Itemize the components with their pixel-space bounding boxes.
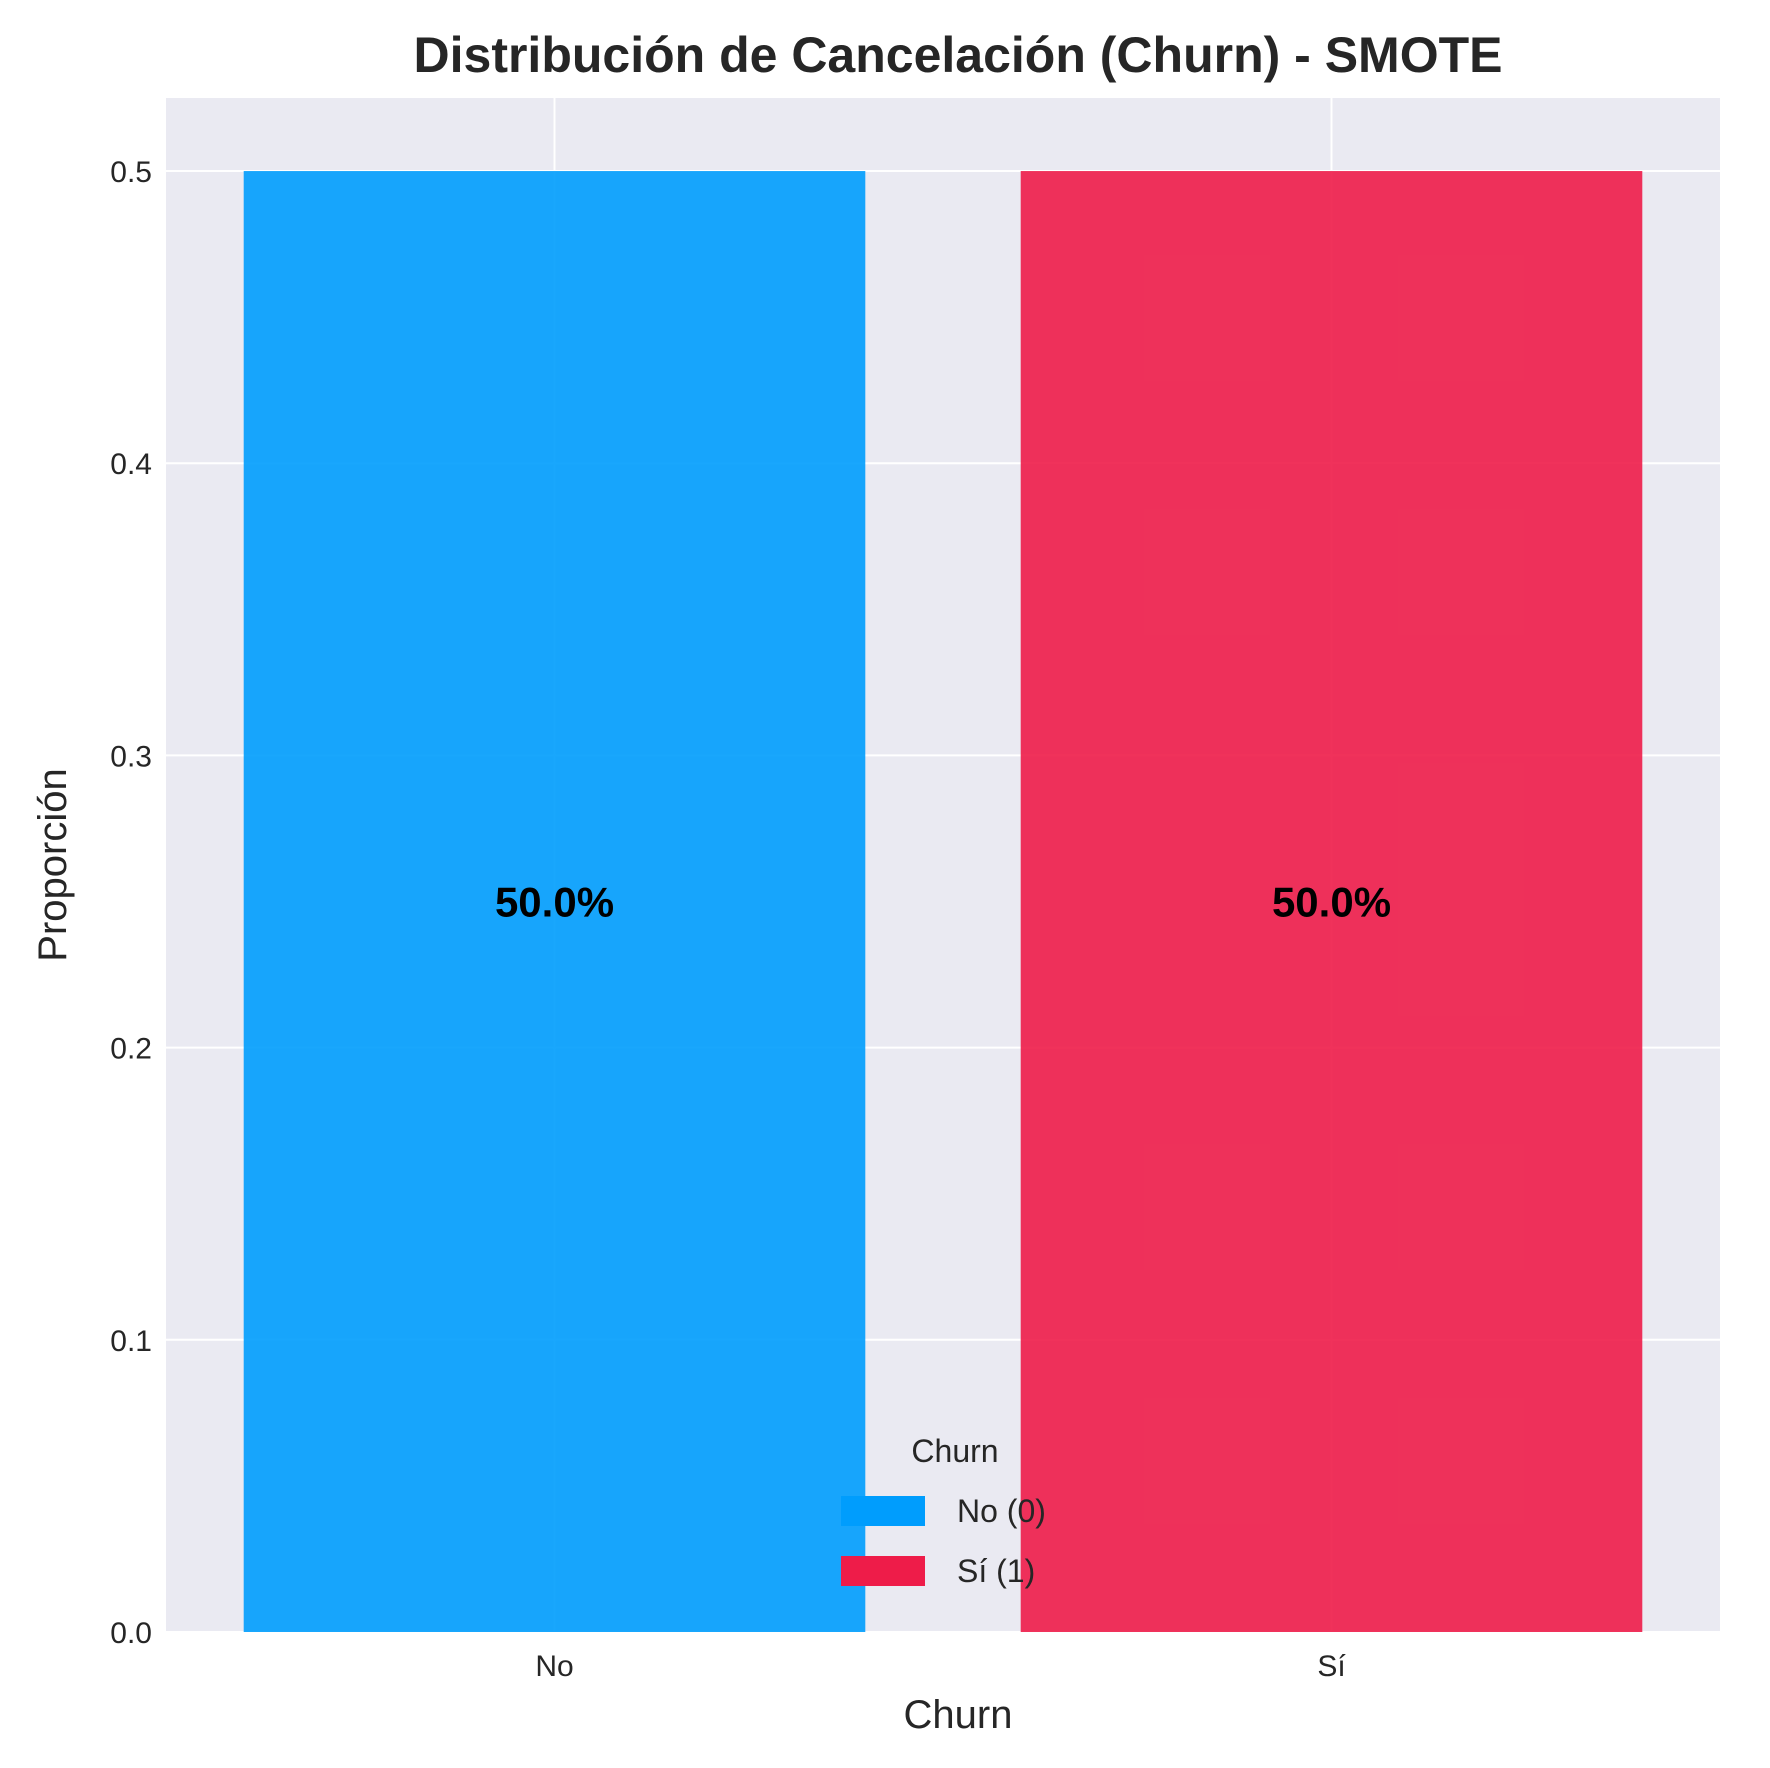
legend-title: Churn — [911, 1433, 998, 1469]
bar-data-label-0: 50.0% — [495, 879, 614, 926]
x-tick-labels: No Sí — [535, 1650, 1346, 1683]
y-axis-label: Proporción — [31, 768, 75, 961]
x-axis-label: Churn — [904, 1693, 1013, 1737]
legend: Churn No (0) Sí (1) — [841, 1433, 1046, 1589]
bar-1 — [1020, 171, 1643, 1633]
y-tick-label: 0.3 — [110, 740, 152, 773]
bars — [243, 171, 1643, 1633]
x-tick-label: No — [535, 1650, 573, 1683]
legend-swatch-si — [841, 1556, 925, 1586]
x-tick-label: Sí — [1317, 1650, 1346, 1683]
y-tick-label: 0.1 — [110, 1325, 152, 1358]
data-labels: 50.0% 50.0% — [495, 879, 1391, 926]
legend-entry-si: Sí (1) — [841, 1553, 1035, 1589]
chart-title: Distribución de Cancelación (Churn) - SM… — [414, 27, 1503, 83]
y-tick-label: 0.0 — [110, 1617, 152, 1650]
bar-data-label-1: 50.0% — [1272, 879, 1391, 926]
legend-swatch-no — [841, 1496, 925, 1526]
legend-label-si: Sí (1) — [957, 1553, 1035, 1589]
y-tick-labels: 0.0 0.1 0.2 0.3 0.4 0.5 — [110, 156, 152, 1650]
legend-label-no: No (0) — [957, 1493, 1046, 1529]
y-tick-label: 0.5 — [110, 156, 152, 189]
bar-0 — [243, 171, 866, 1633]
legend-entry-no: No (0) — [841, 1493, 1046, 1529]
y-tick-label: 0.4 — [110, 448, 152, 481]
y-tick-label: 0.2 — [110, 1033, 152, 1066]
